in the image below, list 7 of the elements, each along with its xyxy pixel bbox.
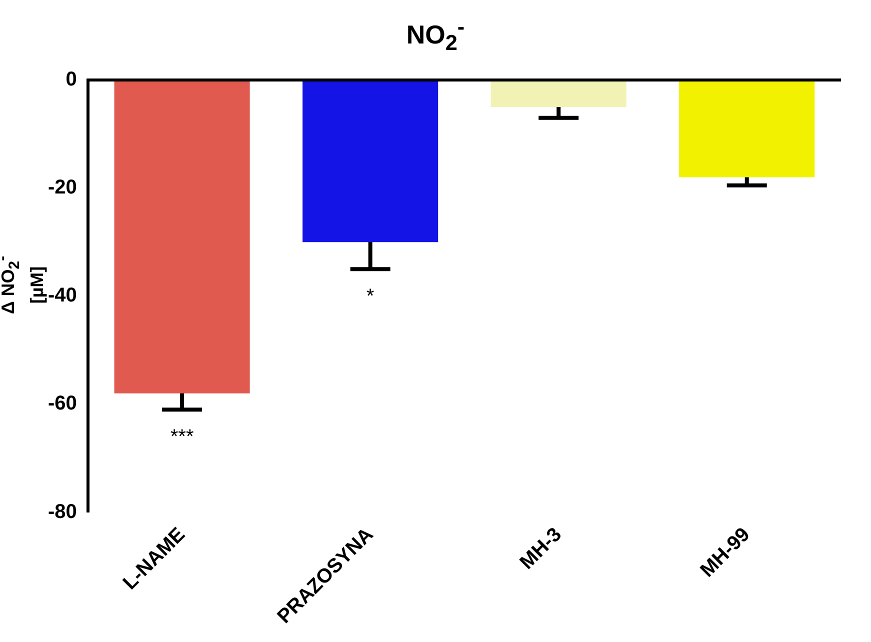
y-tick-label: -20 (48, 176, 77, 199)
y-tick-label: -60 (48, 392, 77, 415)
y-tick-label: -80 (48, 500, 77, 523)
y-tick-label: -40 (48, 284, 77, 307)
y-tick-label: 0 (66, 68, 77, 91)
annotation: * (366, 286, 374, 308)
annotation: *** (170, 426, 194, 448)
